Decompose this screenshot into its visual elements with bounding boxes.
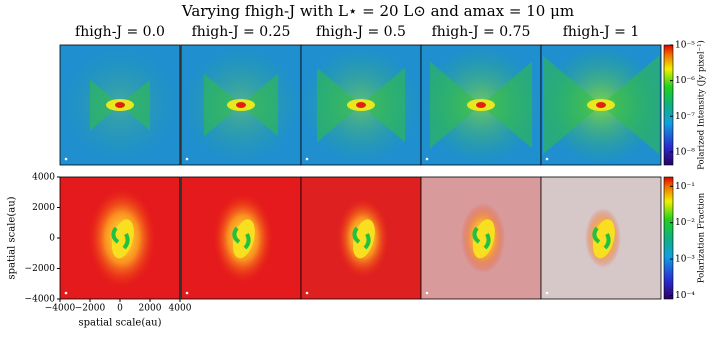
colorbar-tick-label: 10⁻⁷ [675,112,695,122]
panel-image [472,226,491,250]
panel-image [232,219,255,259]
colorbar-label: Polarization Fraction [697,192,707,283]
colorbar-tick-label: 10⁻⁸ [675,147,695,157]
panel-image [64,291,68,295]
panel-image [545,157,549,161]
panel-image [361,67,405,143]
y-tick-label: 0 [49,234,55,244]
panel-image [232,226,251,250]
panel-image [425,291,429,295]
column-title: fhigh-J = 0.75 [432,24,531,40]
y-axis-label: spatial scale(au) [7,196,18,279]
y-tick-label: 4000 [32,173,55,183]
colorbar [663,44,674,166]
panel-image [352,226,371,250]
panel-image [185,157,189,161]
panel-image [592,226,611,250]
x-tick-label: −2000 [75,304,106,314]
panel-image [236,102,246,108]
panel-image [356,102,366,108]
colorbar-tick-label: 10⁻¹ [675,182,695,192]
panel-image [90,79,120,131]
panel-image [204,73,241,137]
panel-image [472,219,495,259]
column-title: fhigh-J = 0.5 [316,24,406,40]
panel-image [596,102,606,108]
panel-frame [540,176,662,300]
colorbar [663,176,674,300]
panel-image [481,61,532,149]
y-tick-label: 2000 [32,203,55,213]
panel-frame [540,44,662,166]
colorbar-tick-label: 10⁻² [675,218,695,228]
panel-image [317,67,361,143]
panel-image [115,102,125,108]
title: Varying fhigh-J with L⋆ = 20 L⊙ and amax… [181,2,574,20]
panel-image [241,73,278,137]
panel-image [545,291,549,295]
colorbar-tick-label: 10⁻⁴ [675,291,695,301]
x-tick-label: 4000 [169,304,192,314]
panel-image [425,157,429,161]
x-tick-label: 0 [117,304,123,314]
y-tick-label: −2000 [25,264,56,274]
colorbar-tick-label: 10⁻⁵ [675,41,695,51]
panel-image [111,226,130,250]
column-title: fhigh-J = 1 [563,24,640,40]
panel-image [64,157,68,161]
panel-image [305,157,309,161]
panel-image [111,219,134,259]
panel-frame [59,44,181,166]
column-title: fhigh-J = 0.25 [192,24,291,40]
y-tick-label: −4000 [25,295,56,305]
colorbar-label: Polarized Intensity (Jy pixel⁻¹) [696,40,707,170]
x-tick-label: −4000 [45,304,76,314]
colorbar-tick-label: 10⁻⁶ [675,76,695,86]
x-axis-label: spatial scale(au) [78,318,161,329]
panel-image [601,55,659,155]
colorbar-tick-label: 10⁻³ [675,255,695,265]
panel-image [305,291,309,295]
panel-image [185,291,189,295]
panel-image [352,219,375,259]
panel-image [476,102,486,108]
column-title: fhigh-J = 0.0 [75,24,165,40]
panel-image [592,219,615,259]
panel-image [543,55,601,155]
x-tick-label: 2000 [139,304,162,314]
panel-image [430,61,481,149]
panel-image [120,79,150,131]
